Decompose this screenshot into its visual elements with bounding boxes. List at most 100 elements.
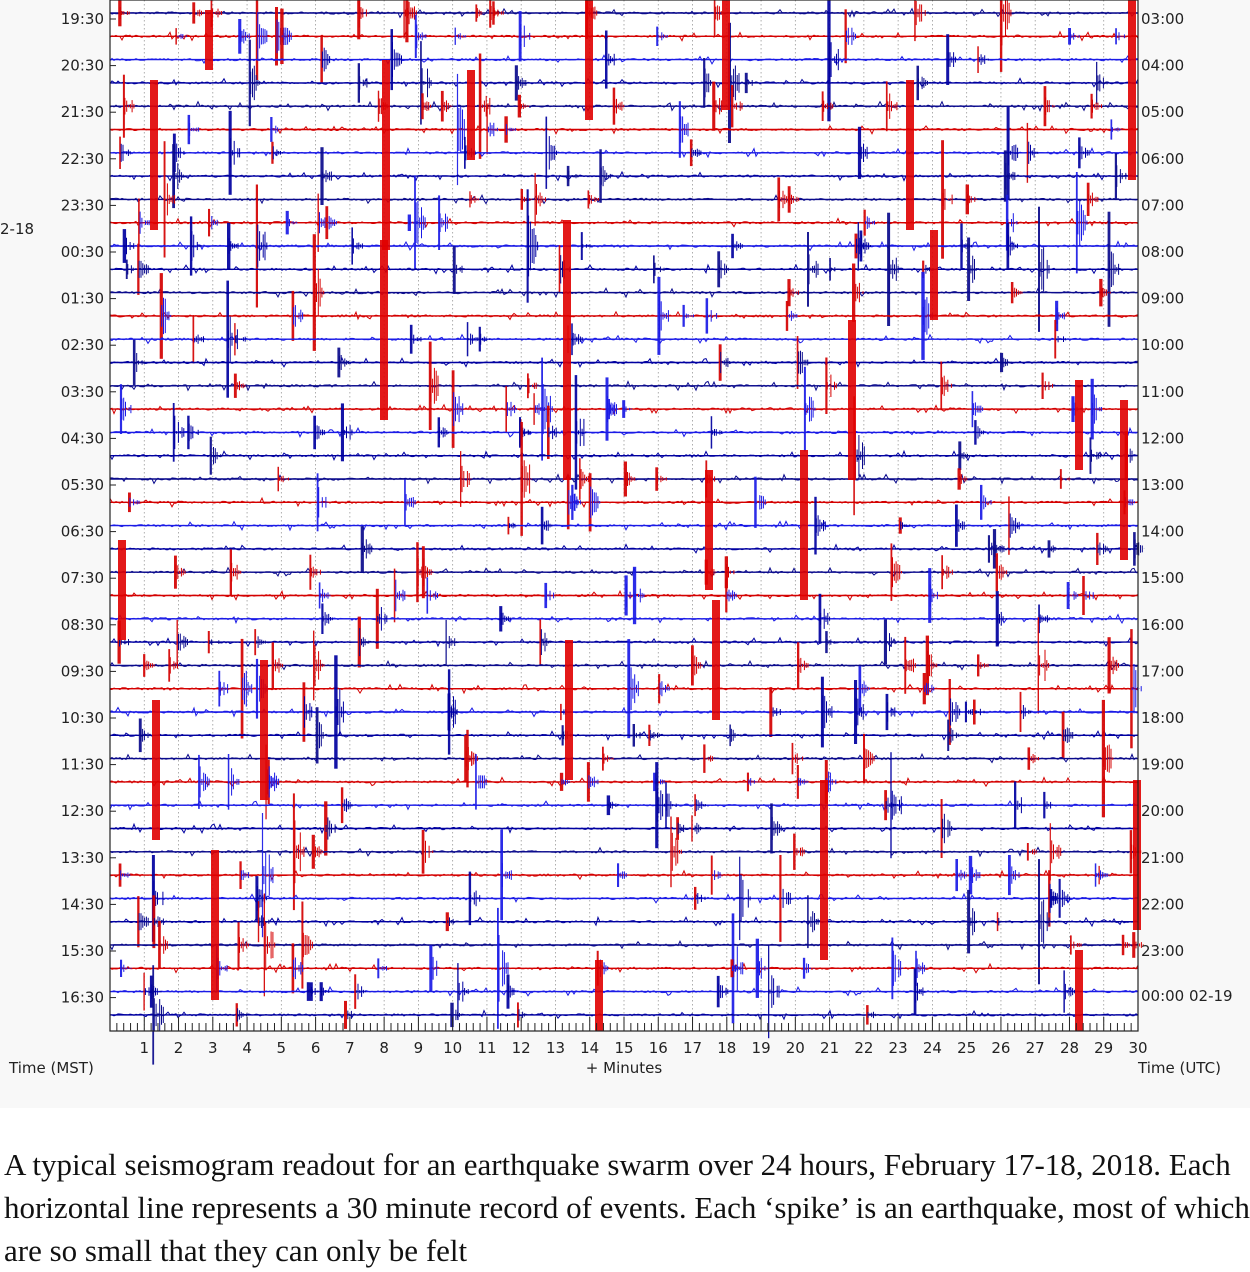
event-spike [208, 208, 211, 237]
event-spike [520, 189, 523, 210]
event-spike [1078, 137, 1081, 169]
event-spike [421, 546, 425, 599]
event-spike [560, 703, 562, 721]
event-spike [172, 403, 175, 462]
event-spike [1115, 28, 1117, 45]
large-event-band [585, 0, 593, 120]
event-spike [176, 619, 178, 665]
event-spike [612, 87, 616, 125]
event-spike [658, 674, 661, 704]
event-spike [218, 670, 221, 707]
seismogram-chart: 19:30 20:30 21:30 22:30 23:30 00:30 01:30 02:30… [0, 0, 1233, 1077]
event-spike [858, 666, 862, 712]
left-time-label: 16:30 [61, 989, 104, 1007]
event-spike [1098, 865, 1100, 885]
event-spike [863, 733, 865, 784]
event-spike [544, 582, 548, 609]
event-spike [1066, 582, 1070, 609]
trace-signal [109, 729, 1139, 742]
event-spike [1096, 61, 1098, 104]
event-spike [315, 707, 319, 764]
event-spike [233, 373, 237, 398]
trace-signal [109, 566, 1139, 578]
x-tick-label: 16 [649, 1039, 668, 1057]
event-spike [486, 104, 488, 155]
x-tick-label: 1 [140, 1039, 150, 1057]
x-tick-label: 18 [717, 1039, 736, 1057]
large-event-band [1128, 0, 1136, 180]
event-spike [829, 258, 831, 281]
event-spike [768, 944, 770, 1039]
trace-signal [109, 449, 1139, 462]
event-spike [302, 682, 306, 742]
event-spike [534, 173, 536, 226]
event-spike [561, 725, 564, 746]
event-spike [175, 28, 177, 45]
event-spike [1082, 576, 1085, 615]
event-spike [254, 629, 257, 656]
event-spike [1070, 935, 1072, 955]
event-spike [703, 744, 706, 773]
event-spike [428, 341, 432, 430]
large-event-band [380, 240, 388, 420]
event-spike [960, 223, 963, 269]
event-spike [138, 718, 142, 753]
event-spike [1003, 150, 1007, 202]
event-spike [807, 232, 809, 307]
event-spike [863, 209, 866, 236]
trace-signal [109, 543, 1139, 554]
event-spike [996, 912, 999, 932]
event-spike [941, 555, 943, 590]
x-tick-label: 26 [991, 1039, 1010, 1057]
x-tick-labels: 1 2 3 4 5 6 7 8 9 10 11 12 13 14 15 16 17 18 19 20 21 22 23 24 2… [140, 1039, 1148, 1057]
event-spike [1094, 863, 1097, 887]
event-spike [527, 373, 529, 399]
trace-signal [109, 100, 1138, 113]
trace-signal [109, 333, 1139, 345]
left-time-label: 06:30 [61, 523, 104, 541]
event-spike [507, 516, 510, 535]
event-spike [793, 833, 796, 870]
event-spike [566, 475, 570, 530]
event-spike [517, 1002, 519, 1028]
seismogram-figure: 19:30 20:30 21:30 22:30 23:30 00:30 01:30 02:30… [0, 0, 1233, 1077]
event-spike [270, 117, 273, 142]
event-spike [1129, 830, 1133, 874]
right-time-label: 06:00 [1141, 150, 1184, 168]
event-spike [890, 543, 893, 601]
event-spike [796, 765, 799, 799]
event-spike [691, 815, 693, 842]
event-spike [922, 260, 925, 278]
event-spike [451, 370, 455, 448]
event-spike [653, 255, 655, 284]
trace-signal [109, 613, 1139, 625]
event-spike [416, 542, 419, 603]
event-spike [414, 14, 417, 59]
event-spike [464, 136, 466, 169]
event-spike [421, 93, 424, 120]
event-spike [460, 451, 462, 507]
x-tick-label: 17 [683, 1039, 702, 1057]
event-spike [547, 405, 550, 459]
event-spike [158, 920, 161, 970]
left-time-label: 23:30 [61, 196, 104, 214]
event-spike [866, 1005, 869, 1025]
event-spike [340, 787, 344, 824]
left-time-label: 21:30 [61, 103, 104, 121]
event-spike [229, 549, 232, 595]
large-event-band [1120, 400, 1128, 560]
event-spike [987, 535, 990, 563]
right-time-label: 20:00 [1141, 802, 1184, 820]
large-event-band [382, 60, 390, 250]
event-spike [587, 190, 590, 209]
event-spike [540, 506, 544, 545]
large-event-band [118, 540, 126, 640]
event-spike [821, 91, 824, 121]
event-spike [263, 893, 265, 997]
event-spike [1026, 122, 1029, 183]
right-time-label: 08:00 [1141, 243, 1184, 261]
event-spike [579, 458, 581, 500]
event-spike [1008, 496, 1010, 555]
event-spike [248, 39, 251, 127]
large-event-band [906, 80, 914, 230]
